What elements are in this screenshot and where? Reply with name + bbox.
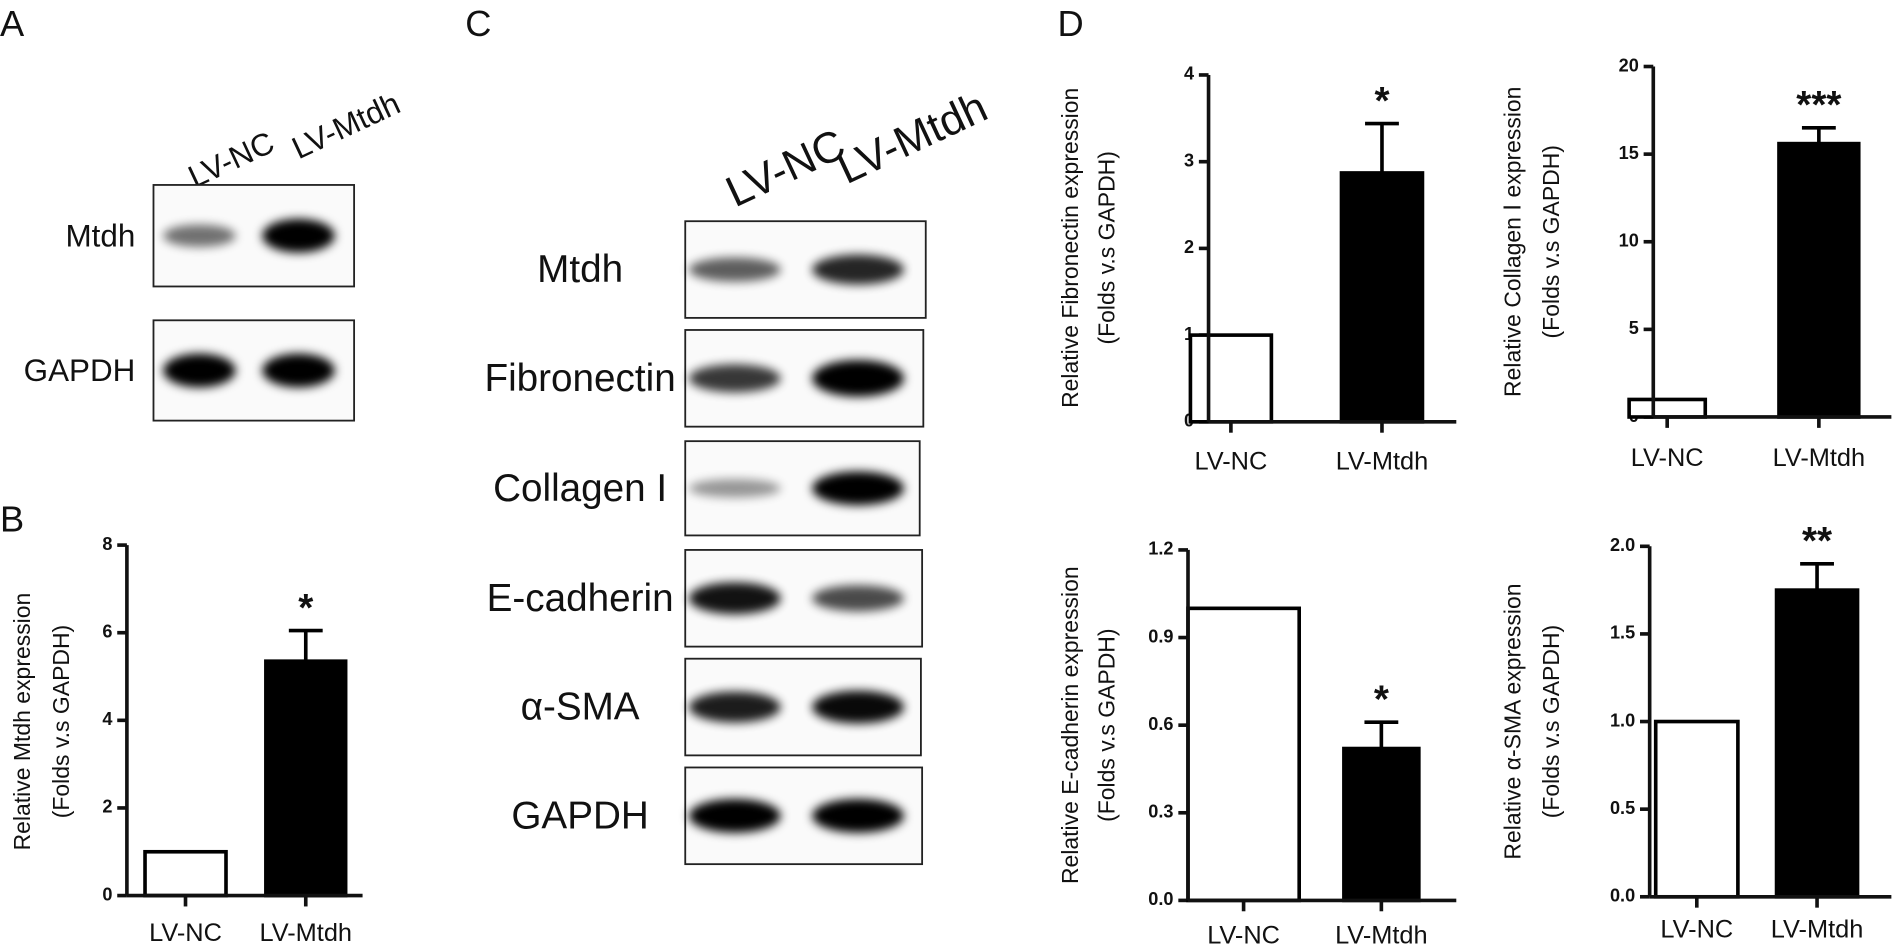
y-tick-label: 3 [1184, 150, 1194, 170]
error-bar [288, 628, 323, 662]
blot-band [812, 798, 904, 833]
panel-letter: D [1057, 3, 1083, 44]
y-tick-label: 4 [1184, 64, 1194, 84]
y-tick-label: 0.0 [1610, 886, 1635, 906]
y-tick-label: 2.0 [1610, 535, 1635, 555]
y-axis-label: Relative Collagen Ⅰ expression [1499, 87, 1525, 397]
significance: ** [1802, 520, 1832, 563]
y-axis-label: (Folds v.s GAPDH) [1538, 145, 1564, 338]
x-tick-label: LV-Mtdh [1771, 915, 1864, 943]
y-tick-label: 8 [102, 534, 112, 554]
bar [1186, 606, 1301, 903]
x-tick-label: LV-Mtdh [259, 919, 352, 947]
blot-band [812, 585, 904, 612]
bar [1774, 588, 1860, 899]
y-axis-label: (Folds v.s GAPDH) [1538, 625, 1564, 818]
blot-band [688, 257, 781, 282]
y-tick-label: 0.5 [1610, 798, 1635, 818]
panel-letter: B [0, 499, 24, 540]
lane-label: LV-NC [719, 120, 852, 216]
y-tick-label: 0.9 [1148, 626, 1173, 646]
y-axis-label: Relative E-cadherin expression [1057, 566, 1083, 884]
blot-band [688, 582, 781, 615]
row-label: Fibronectin [484, 357, 675, 400]
y-tick-label: 1.2 [1148, 539, 1173, 559]
lane-label: LV-Mtdh [830, 83, 994, 194]
panel-letter: A [0, 3, 25, 44]
panel-letter: C [465, 3, 491, 44]
error-bar [1365, 121, 1399, 173]
error-bar [1364, 720, 1399, 749]
row-label: Collagen I [493, 467, 667, 510]
bar [1339, 171, 1425, 424]
y-axis-label: Relative Mtdh expression [9, 593, 35, 851]
blot-band [812, 359, 904, 397]
blot-band [812, 690, 904, 724]
blot-band [812, 254, 904, 285]
y-tick-label: 0.3 [1148, 802, 1173, 822]
y-tick-label: 6 [102, 621, 112, 641]
y-tick-label: 1.0 [1610, 710, 1635, 730]
bar [1627, 397, 1708, 419]
blot-band [688, 364, 781, 393]
bar [143, 849, 228, 898]
blot-band [163, 353, 236, 388]
y-tick-label: 5 [1629, 318, 1639, 338]
x-tick-label: LV-NC [1660, 915, 1733, 943]
bar [1653, 719, 1740, 899]
x-tick-label: LV-Mtdh [1335, 921, 1428, 949]
significance: *** [1796, 84, 1841, 127]
y-tick-label: 1.5 [1610, 623, 1635, 643]
y-tick-label: 0.0 [1148, 889, 1173, 909]
bar [264, 659, 348, 898]
y-tick-label: 4 [102, 709, 112, 729]
error-bar [1800, 562, 1834, 591]
y-tick-label: 0.6 [1148, 714, 1173, 734]
blot-band [688, 798, 781, 833]
blot-band [163, 224, 236, 247]
blot-band [812, 471, 904, 506]
significance: * [1374, 80, 1389, 123]
y-axis-label: Relative α-SMA expression [1499, 584, 1525, 860]
lane-label: LV-Mtdh [287, 86, 406, 166]
y-tick-label: 2 [1184, 237, 1194, 257]
row-label: Mtdh [66, 218, 136, 253]
bar [1188, 333, 1274, 424]
x-tick-label: LV-NC [1207, 921, 1280, 949]
y-axis-label: (Folds v.s GAPDH) [48, 625, 74, 818]
y-tick-label: 0 [102, 884, 112, 904]
significance: * [298, 587, 313, 630]
row-label: GAPDH [24, 353, 136, 388]
error-bar [1801, 126, 1836, 144]
y-axis-label: (Folds v.s GAPDH) [1093, 628, 1119, 821]
bar [1342, 746, 1421, 903]
y-axis-label: Relative Fibronectin expression [1057, 88, 1083, 408]
y-tick-label: 10 [1619, 231, 1639, 251]
x-tick-label: LV-Mtdh [1773, 444, 1866, 472]
x-tick-label: LV-NC [149, 919, 222, 947]
blot-band [262, 353, 335, 388]
row-label: GAPDH [511, 794, 648, 837]
significance: * [1374, 679, 1389, 722]
blot-band [688, 479, 781, 498]
row-label: E-cadherin [487, 577, 674, 620]
row-label: Mtdh [537, 248, 623, 291]
x-tick-label: LV-Mtdh [1336, 448, 1429, 476]
blot-band [688, 691, 781, 723]
row-label: α-SMA [521, 686, 640, 729]
y-axis-label: (Folds v.s GAPDH) [1093, 151, 1119, 344]
x-tick-label: LV-NC [1194, 448, 1267, 476]
blot-band [262, 218, 335, 253]
y-tick-label: 20 [1619, 55, 1639, 75]
x-tick-label: LV-NC [1631, 444, 1704, 472]
y-tick-label: 2 [102, 797, 112, 817]
bar [1777, 141, 1861, 419]
y-tick-label: 15 [1619, 143, 1639, 163]
